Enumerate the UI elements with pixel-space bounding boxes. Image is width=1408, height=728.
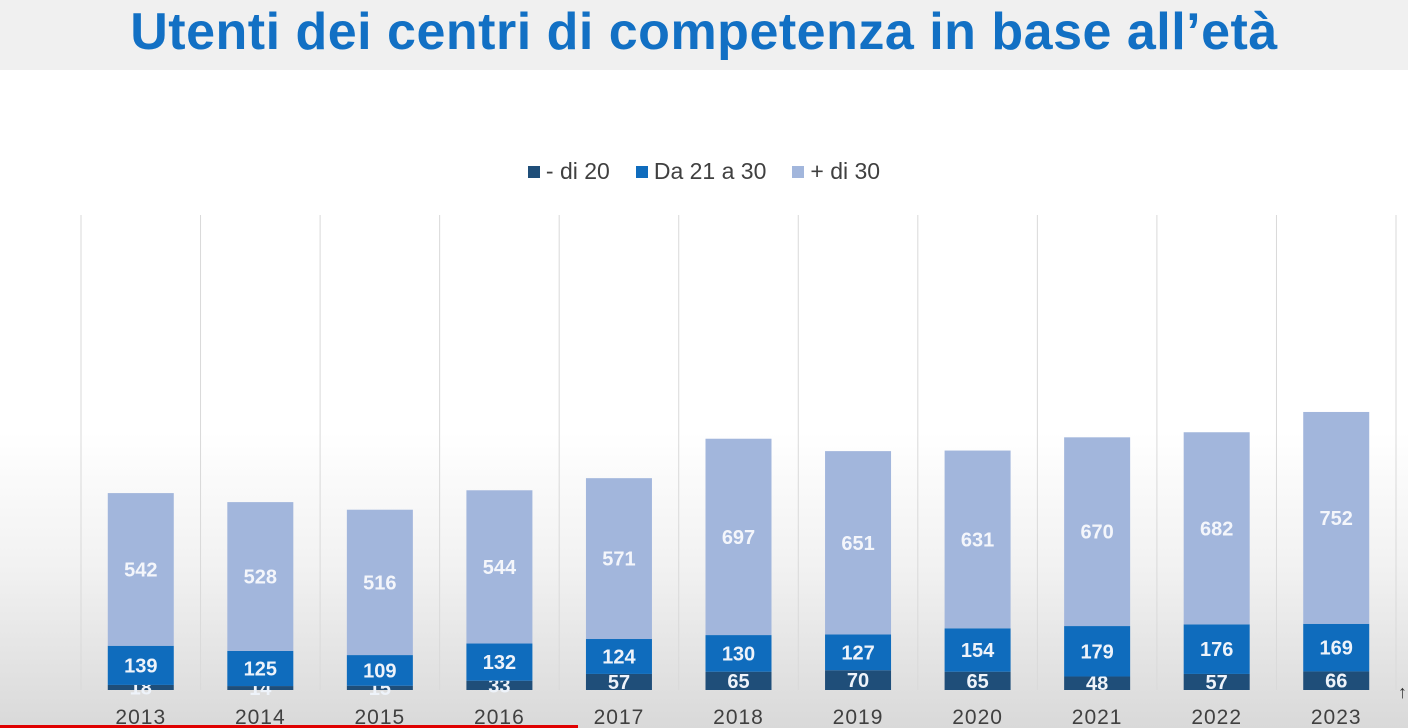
x-tick-label-2015: 2015 [355, 706, 406, 728]
bar-2013-series-0 [107, 684, 174, 690]
bar-2015-series-0 [346, 685, 413, 690]
corner-arrow-icon: ↑ [1398, 682, 1407, 702]
data-label-2016-series-0: 33 [488, 675, 510, 697]
x-tick-label-2023: 2023 [1311, 706, 1362, 728]
bar-2022-series-1 [1183, 624, 1250, 674]
legend-label-under-20: - di 20 [545, 158, 610, 184]
bar-2023-series-1 [1303, 623, 1370, 672]
bar-2022-series-2 [1183, 432, 1250, 625]
data-label-2022-series-2: 682 [1200, 518, 1233, 540]
data-label-2020-series-0: 65 [966, 671, 988, 693]
data-label-2019-series-2: 651 [841, 533, 874, 555]
data-label-2014-series-2: 528 [244, 566, 277, 588]
data-label-2021-series-0: 48 [1086, 673, 1108, 695]
bar-2019-series-2 [825, 451, 892, 635]
bar-2016-series-1 [466, 643, 533, 681]
data-label-2023-series-0: 66 [1325, 671, 1347, 693]
x-tick-label-2021: 2021 [1072, 706, 1123, 728]
bar-2016-series-2 [466, 490, 533, 644]
bar-2018-series-1 [705, 635, 772, 672]
data-label-2016-series-1: 132 [483, 652, 516, 674]
bar-2017-series-2 [585, 478, 652, 640]
bar-2020-series-2 [944, 450, 1011, 629]
legend-swatch-under-20 [527, 165, 540, 178]
bar-2017-series-0 [585, 673, 652, 690]
data-label-2023-series-1: 169 [1320, 638, 1353, 660]
data-label-2020-series-2: 631 [961, 529, 994, 551]
data-label-2017-series-0: 57 [608, 672, 630, 694]
bar-2017-series-1 [585, 639, 652, 674]
data-label-2015-series-1: 109 [363, 660, 396, 682]
bar-2018-series-0 [705, 671, 772, 690]
data-label-2021-series-2: 670 [1080, 522, 1113, 544]
x-tick-label-2020: 2020 [952, 706, 1003, 728]
title-bar [0, 0, 1408, 70]
data-label-2023-series-2: 752 [1320, 508, 1353, 530]
data-label-2013-series-1: 139 [124, 655, 157, 677]
data-label-2016-series-2: 544 [483, 557, 517, 579]
data-label-2018-series-2: 697 [722, 527, 755, 549]
legend-label-21-to-30: Da 21 a 30 [653, 158, 767, 184]
bar-2019-series-1 [825, 634, 892, 671]
bar-2019-series-0 [825, 670, 892, 690]
bar-2014-series-1 [227, 650, 294, 687]
bar-2021-series-2 [1064, 437, 1131, 627]
data-label-2018-series-1: 130 [722, 643, 755, 665]
legend-item-21-to-30: Da 21 a 30 [635, 158, 767, 185]
data-label-2019-series-1: 127 [841, 642, 874, 664]
x-tick-label-2013: 2013 [115, 706, 166, 728]
x-tick-label-2017: 2017 [594, 706, 645, 728]
bar-2014-series-2 [227, 502, 294, 651]
data-label-2020-series-1: 154 [961, 640, 995, 662]
video-progress-line [0, 725, 578, 728]
bar-2022-series-0 [1183, 673, 1250, 690]
data-label-2022-series-0: 57 [1206, 672, 1228, 694]
data-label-2018-series-0: 65 [727, 671, 749, 693]
legend-label-over-30: + di 30 [810, 158, 881, 184]
data-label-2015-series-2: 516 [363, 572, 396, 594]
bar-2015-series-2 [346, 509, 413, 656]
data-label-2021-series-1: 179 [1080, 641, 1113, 663]
bar-2023-series-0 [1303, 671, 1370, 690]
legend-item-under-20: - di 20 [527, 158, 610, 185]
legend-swatch-21-to-30 [635, 165, 648, 178]
chart-legend: - di 20 Da 21 a 30 + di 30 [0, 158, 1408, 185]
bar-2018-series-2 [705, 438, 772, 636]
page-title: Utenti dei centri di competenza in base … [130, 3, 1278, 61]
x-tick-label-2014: 2014 [235, 706, 286, 728]
bar-2021-series-0 [1064, 676, 1131, 690]
bar-2013-series-1 [107, 645, 174, 685]
bar-2013-series-2 [107, 493, 174, 646]
data-label-2019-series-0: 70 [847, 670, 869, 692]
legend-swatch-over-30 [792, 165, 805, 178]
data-label-2013-series-2: 542 [124, 559, 157, 581]
bar-2014-series-0 [227, 686, 294, 690]
data-label-2014-series-1: 125 [244, 658, 277, 680]
bar-2023-series-2 [1303, 411, 1370, 624]
bar-2021-series-1 [1064, 626, 1131, 677]
bar-2015-series-1 [346, 655, 413, 686]
bar-2020-series-0 [944, 671, 1011, 690]
x-tick-label-2016: 2016 [474, 706, 525, 728]
x-tick-label-2018: 2018 [713, 706, 764, 728]
legend-item-over-30: + di 30 [792, 158, 880, 185]
x-tick-label-2019: 2019 [833, 706, 884, 728]
data-label-2017-series-2: 571 [602, 549, 635, 571]
data-label-2017-series-1: 124 [602, 646, 636, 668]
bar-2016-series-0 [466, 680, 533, 690]
x-tick-label-2022: 2022 [1191, 706, 1242, 728]
bar-2020-series-1 [944, 628, 1011, 672]
data-label-2022-series-1: 176 [1200, 639, 1233, 661]
